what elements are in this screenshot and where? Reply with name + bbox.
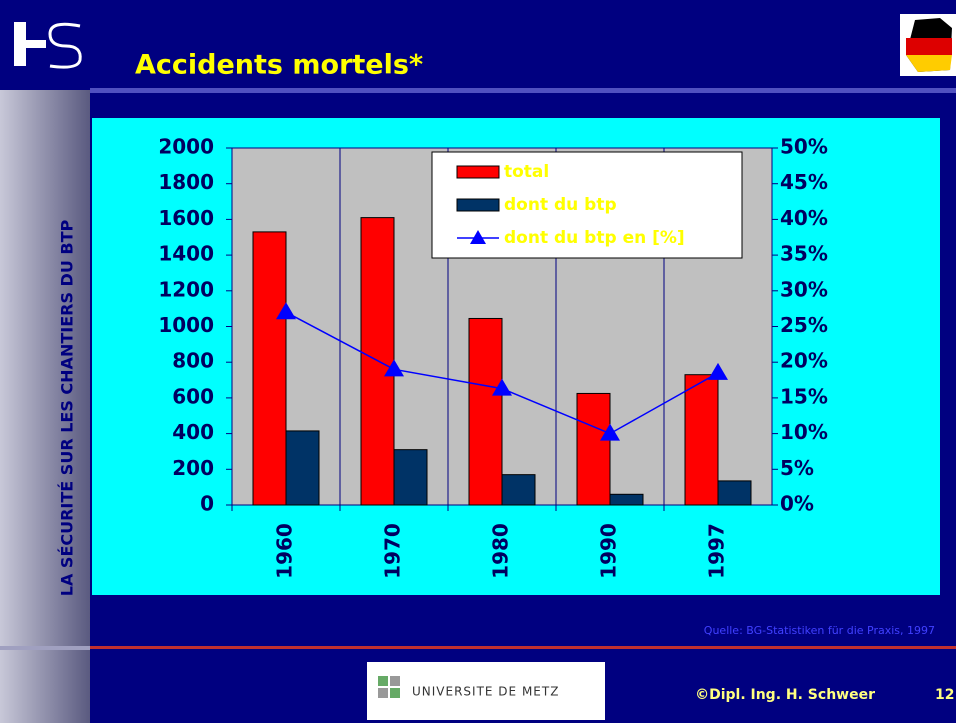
y2-tick-label: 0% xyxy=(780,492,814,516)
university-logo xyxy=(378,676,400,698)
y2-tick-label: 35% xyxy=(780,242,828,266)
y2-tick-label: 25% xyxy=(780,313,828,337)
y-tick-label: 1000 xyxy=(158,313,214,337)
chart: 0 200 400 600 800 1000 1200 1400 1600 1800 2000 0% 5… xyxy=(158,135,828,579)
y2-tick-label: 20% xyxy=(780,349,828,373)
author: ©Dipl. Ing. H. Schweer xyxy=(695,687,875,703)
marker xyxy=(384,359,404,377)
side-label: LA SÉCURITÉ SUR LES CHANTIERS DU BTP xyxy=(58,220,77,597)
page-number: 12 xyxy=(935,687,954,703)
bar xyxy=(609,493,644,506)
bar xyxy=(576,392,611,506)
marker xyxy=(492,378,512,396)
university: UNIVERSITE DE METZ xyxy=(412,685,559,699)
x-tick-label: 1997 xyxy=(705,523,729,579)
bar xyxy=(501,474,536,506)
y2-tick-label: 15% xyxy=(780,384,828,408)
y-tick-label: 2000 xyxy=(158,135,214,159)
y-tick-label: 800 xyxy=(172,349,214,373)
bar xyxy=(393,449,428,506)
y2-tick-label: 50% xyxy=(780,135,828,159)
legend-label: dont du btp en [%] xyxy=(504,228,685,248)
y-tick-label: 1200 xyxy=(158,277,214,301)
marker xyxy=(708,362,728,380)
legend-label: total xyxy=(504,162,549,182)
footer-rule xyxy=(90,646,956,649)
bar xyxy=(684,374,719,506)
y2-tick-label: 10% xyxy=(780,420,828,444)
y-tick-label: 200 xyxy=(172,456,214,480)
side-band xyxy=(0,90,90,723)
title-rule xyxy=(90,88,956,93)
bar xyxy=(285,430,320,506)
bar xyxy=(468,317,503,506)
logo xyxy=(14,22,82,69)
marker xyxy=(600,423,620,441)
x-tick-label: 1960 xyxy=(273,523,297,579)
y2-tick-label: 45% xyxy=(780,170,828,194)
bar xyxy=(252,231,287,506)
y-tick-label: 600 xyxy=(172,384,214,408)
source: Quelle: BG-Statistiken für die Praxis, 1… xyxy=(704,624,935,637)
university-box xyxy=(367,662,605,720)
marker xyxy=(276,302,296,320)
y2-tick-label: 40% xyxy=(780,206,828,230)
y2-tick-label: 5% xyxy=(780,456,814,480)
y-tick-label: 1400 xyxy=(158,242,214,266)
x-tick-label: 1980 xyxy=(489,523,513,579)
legend-swatch xyxy=(456,198,500,212)
y-tick-label: 400 xyxy=(172,420,214,444)
y2-tick-label: 30% xyxy=(780,277,828,301)
y-tick-label: 0 xyxy=(200,492,214,516)
bar xyxy=(717,480,752,506)
y-tick-label: 1800 xyxy=(158,170,214,194)
legend-swatch xyxy=(456,165,500,179)
x-tick-label: 1970 xyxy=(381,523,405,579)
slide-title: Accidents mortels* xyxy=(135,50,423,81)
y-tick-label: 1600 xyxy=(158,206,214,230)
footer-rule-left xyxy=(0,646,90,650)
legend-label: dont du btp xyxy=(504,195,617,215)
legend-marker xyxy=(470,230,486,244)
x-tick-label: 1990 xyxy=(597,523,621,579)
flag xyxy=(900,14,956,76)
